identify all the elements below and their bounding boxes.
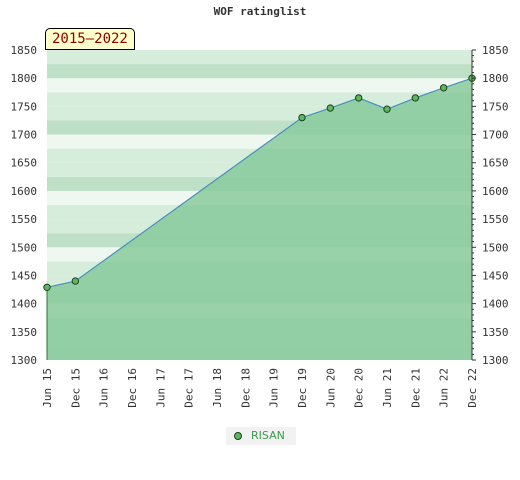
x-tick-label: Dec 16: [126, 368, 139, 408]
y-tick-label-right: 1750: [482, 100, 509, 113]
area-band: [47, 289, 472, 304]
area-band: [47, 233, 472, 248]
y-tick-label-right: 1550: [482, 213, 509, 226]
y-tick-label-left: 1850: [11, 44, 38, 57]
bg-stripe: [47, 50, 472, 65]
data-point: [411, 94, 420, 102]
x-tick-label: Dec 21: [409, 368, 422, 408]
y-tick-label-left: 1800: [11, 72, 38, 85]
legend: RISAN: [226, 427, 296, 445]
x-tick-label: Jun 17: [154, 368, 167, 408]
area-band: [47, 64, 472, 79]
data-point: [298, 113, 306, 122]
y-tick-label-left: 1400: [11, 298, 38, 311]
x-tick-label: Jun 21: [381, 368, 394, 408]
y-tick-label-right: 1350: [482, 326, 509, 339]
data-point: [354, 94, 363, 102]
y-tick-label-left: 1550: [11, 213, 38, 226]
x-tick-label: Jun 15: [41, 368, 54, 408]
x-tick-label: Dec 18: [239, 368, 252, 408]
area-band: [47, 176, 472, 191]
y-tick-label-right: 1700: [482, 129, 509, 142]
x-tick-label: Jun 16: [98, 368, 111, 408]
y-tick-label-right: 1650: [482, 157, 509, 170]
legend-label: RISAN: [251, 429, 285, 442]
y-tick-label-right: 1600: [482, 185, 509, 198]
x-tick-label: Jun 19: [268, 368, 281, 408]
area-band: [47, 345, 472, 360]
x-tick-label: Dec 22: [466, 368, 479, 408]
x-tick-label: Jun 18: [211, 368, 224, 408]
y-tick-label-left: 1650: [11, 157, 38, 170]
y-tick-label-left: 1700: [11, 129, 38, 142]
x-tick-label: Jun 20: [324, 368, 337, 408]
y-tick-label-left: 1350: [11, 326, 38, 339]
data-point: [326, 104, 335, 112]
x-tick-label: Dec 17: [183, 368, 196, 408]
x-tick-label: Dec 15: [69, 368, 82, 408]
y-tick-label-left: 1600: [11, 185, 38, 198]
chart-title: WOF ratinglist: [213, 5, 307, 18]
x-tick-label: Dec 19: [296, 368, 309, 408]
y-tick-label-left: 1300: [11, 354, 38, 367]
bg-stripe: [47, 64, 472, 79]
y-tick-label-right: 1800: [482, 72, 509, 85]
y-tick-label-left: 1500: [11, 241, 38, 254]
data-point: [71, 277, 80, 285]
y-tick-label-right: 1850: [482, 44, 509, 57]
bg-stripe: [47, 78, 472, 93]
y-tick-label-right: 1450: [482, 269, 509, 282]
period-badge: 2015–2022: [45, 28, 135, 50]
legend-marker: [234, 432, 242, 440]
y-tick-label-left: 1750: [11, 100, 38, 113]
x-tick-label: Dec 20: [353, 368, 366, 408]
data-point: [43, 283, 51, 291]
data-point: [383, 105, 391, 113]
series-area: [47, 78, 472, 360]
data-point: [439, 84, 448, 92]
y-tick-label-right: 1300: [482, 354, 509, 367]
area-band: [47, 120, 472, 135]
y-tick-label-right: 1500: [482, 241, 509, 254]
y-tick-label-left: 1450: [11, 269, 38, 282]
y-tick-label-right: 1400: [482, 298, 509, 311]
x-tick-label: Jun 22: [438, 368, 451, 408]
